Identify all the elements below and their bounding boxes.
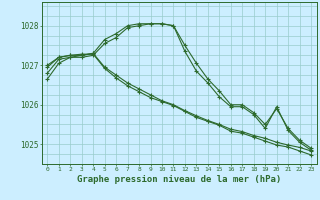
- X-axis label: Graphe pression niveau de la mer (hPa): Graphe pression niveau de la mer (hPa): [77, 175, 281, 184]
